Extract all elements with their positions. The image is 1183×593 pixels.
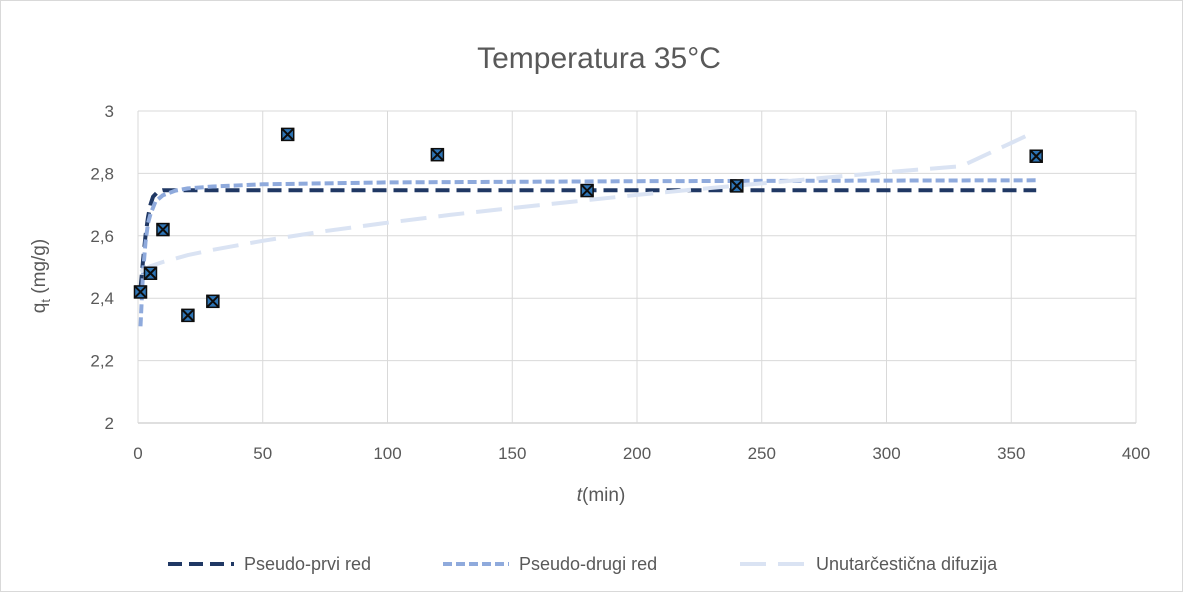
x-tick-label: 400 — [1122, 444, 1150, 463]
data-point — [181, 308, 195, 323]
series-line-1 — [138, 188, 1037, 289]
y-axis-title-sub: t — [38, 299, 53, 303]
y-axis-title-base: q — [29, 303, 50, 314]
legend-label: Pseudo-drugi red — [519, 554, 657, 574]
y-tick-label: 2,4 — [90, 289, 114, 308]
x-tick-label: 150 — [498, 444, 526, 463]
y-tick-label: 2 — [105, 414, 114, 433]
data-markers — [133, 127, 1043, 323]
x-tick-label: 350 — [997, 444, 1025, 463]
x-tick-labels: 0 50 100 150 200 250 300 350 400 — [133, 444, 1150, 463]
legend: Pseudo-prvi red Pseudo-drugi red Unutarčes… — [168, 554, 998, 574]
series-lines — [138, 129, 1038, 327]
data-point — [430, 147, 445, 162]
x-tick-label: 0 — [133, 444, 142, 463]
legend-label: Unutarčestična difuzija — [816, 554, 998, 574]
data-point — [280, 127, 295, 142]
y-axis-title: qt (mg/g) — [29, 239, 53, 313]
x-axis-title-unit: (min) — [582, 485, 625, 506]
x-tick-label: 100 — [373, 444, 401, 463]
y-axis-title-unit: (mg/g) — [29, 239, 50, 299]
x-tick-label: 250 — [748, 444, 776, 463]
data-point — [143, 266, 158, 280]
data-point — [133, 285, 148, 299]
series-line-3 — [139, 129, 1038, 274]
y-tick-label: 2,6 — [90, 227, 114, 246]
series-line-2 — [138, 178, 1037, 327]
x-tick-label: 300 — [872, 444, 900, 463]
legend-label: Pseudo-prvi red — [244, 554, 371, 574]
legend-item: Pseudo-prvi red — [168, 554, 371, 574]
data-point — [156, 222, 170, 237]
grid-lines — [137, 110, 1137, 424]
x-axis-title-italic: t — [577, 485, 583, 506]
data-point — [206, 294, 220, 309]
y-tick-label: 2,2 — [90, 352, 114, 371]
y-tick-label: 3 — [105, 102, 114, 121]
data-point — [730, 179, 744, 193]
x-tick-label: 200 — [623, 444, 651, 463]
legend-item: Pseudo-drugi red — [443, 554, 657, 574]
y-tick-label: 2,8 — [90, 164, 114, 183]
chart-title: Temperatura 35°C — [477, 42, 721, 75]
data-point — [1029, 149, 1043, 163]
legend-item: Unutarčestična difuzija — [740, 554, 998, 574]
y-tick-labels: 2 2,2 2,4 2,6 2,8 3 — [90, 102, 114, 433]
x-axis-title: t(min) — [577, 485, 626, 506]
x-tick-label: 50 — [253, 444, 272, 463]
data-point — [580, 183, 594, 198]
